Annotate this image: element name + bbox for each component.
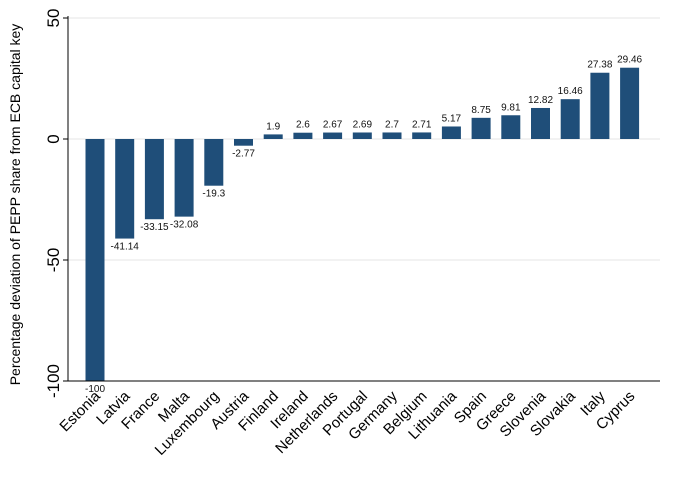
bar-austria <box>234 139 253 146</box>
bar-germany <box>382 132 402 139</box>
value-label-austria: -2.77 <box>232 149 255 160</box>
bar-italy <box>590 72 610 139</box>
bar-estonia <box>85 139 105 381</box>
value-label-germany: 2.7 <box>385 119 399 130</box>
value-label-slovakia: 16.46 <box>558 86 583 97</box>
value-label-ireland: 2.6 <box>296 120 310 131</box>
bar-finland <box>263 134 283 139</box>
y-axis-title: Percentage deviation of PEPP share from … <box>7 24 23 386</box>
value-label-cyprus: 29.46 <box>617 55 642 66</box>
value-label-finland: 1.9 <box>266 121 280 132</box>
y-tick-label-3: 50 <box>44 9 63 28</box>
value-label-greece: 9.81 <box>501 102 521 113</box>
bar-latvia <box>115 139 135 239</box>
value-label-spain: 8.75 <box>471 105 491 116</box>
y-ticks: -100 -50 0 50 <box>44 9 68 398</box>
bar-slovakia <box>560 99 580 139</box>
bar-malta <box>174 139 194 217</box>
value-label-latvia: -41.14 <box>111 242 140 253</box>
axes <box>67 16 660 382</box>
bars <box>85 67 640 381</box>
bar-luxembourg <box>204 139 224 186</box>
bar-portugal <box>352 132 372 139</box>
bar-belgium <box>412 132 432 139</box>
bar-ireland <box>293 132 313 139</box>
value-label-france: -33.15 <box>140 222 169 233</box>
bar-cyprus <box>620 67 640 139</box>
bar-greece <box>501 115 521 139</box>
bar-spain <box>471 117 491 139</box>
value-label-estonia: -100 <box>85 384 105 395</box>
value-label-luxembourg: -19.3 <box>202 189 225 200</box>
y-tick-label-0: -100 <box>44 364 63 398</box>
y-tick-label-1: -50 <box>44 248 63 273</box>
value-label-netherlands: 2.67 <box>323 120 343 131</box>
value-label-slovenia: 12.82 <box>528 95 553 106</box>
x-tick-labels: EstoniaLatviaFranceMaltaLuxembourgAustri… <box>56 387 638 458</box>
bar-lithuania <box>441 126 461 139</box>
value-label-lithuania: 5.17 <box>442 113 462 124</box>
value-label-portugal: 2.69 <box>353 119 373 130</box>
bar-slovenia <box>531 107 550 139</box>
bar-netherlands <box>323 132 343 139</box>
value-label-belgium: 2.71 <box>412 119 432 130</box>
value-labels: -100 -41.14-33.15 -32.08 -19.3 -2.77 1.9 2.6 2.… <box>85 55 643 395</box>
value-label-italy: 27.38 <box>587 60 612 71</box>
bar-france <box>144 139 164 220</box>
value-label-malta: -32.08 <box>170 220 199 231</box>
y-tick-label-2: 0 <box>44 134 63 143</box>
